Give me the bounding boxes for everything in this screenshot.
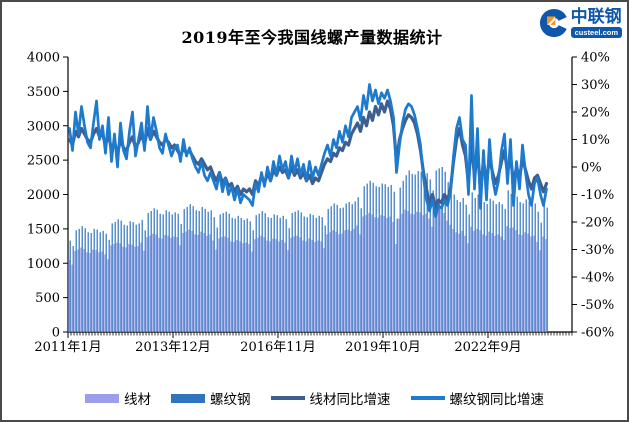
right-axis-tick-label: -60%	[581, 326, 614, 341]
x-axis-tick-label: 2022年9月	[454, 340, 521, 355]
left-axis-tick-label: 1000	[27, 257, 60, 272]
custeel-logo-icon	[539, 8, 569, 38]
chart-legend: 线材 螺纹钢 线材同比增速 螺纹钢同比增速	[2, 388, 627, 408]
legend-item-wire-yoy: 线材同比增速	[270, 388, 391, 408]
left-axis-tick-label: 4000	[27, 51, 60, 66]
left-axis-tick-label: 1500	[27, 222, 60, 237]
legend-label-rebar-yoy: 螺纹钢同比增速	[449, 392, 545, 408]
right-axis-tick-label: 0%	[581, 161, 602, 176]
legend-item-wire: 线材	[85, 388, 151, 408]
legend-label-rebar: 螺纹钢	[210, 392, 251, 408]
x-axis-tick-label: 2019年10月	[345, 340, 421, 355]
x-axis-tick-label: 2011年1月	[34, 340, 101, 355]
rebar-yoy-line-swatch	[410, 396, 445, 400]
right-axis-tick-label: -30%	[581, 243, 614, 258]
logo-domain-text: custeel.com	[570, 27, 622, 38]
right-axis-tick-label: -20%	[581, 216, 614, 231]
right-axis-tick-label: -40%	[581, 271, 614, 286]
x-axis-tick-label: 2013年12月	[135, 340, 211, 355]
chart-title: 2019年至今我国线螺产量数据统计	[181, 28, 443, 47]
right-axis-tick-label: 20%	[581, 106, 610, 121]
logo-brand-text: 中联钢	[570, 7, 622, 27]
right-axis-tick-label: 10%	[581, 133, 610, 148]
right-axis-tick-label: -10%	[581, 188, 614, 203]
right-axis-tick-label: 30%	[581, 78, 610, 93]
left-axis-tick-label: 0	[52, 326, 60, 341]
wire-bar-swatch	[85, 393, 119, 403]
line-rebar-yoy	[68, 83, 548, 218]
rebar-bar-swatch	[171, 393, 205, 403]
bars-wire-rod	[68, 209, 547, 332]
legend-item-rebar-yoy: 螺纹钢同比增速	[410, 388, 545, 408]
legend-item-rebar: 螺纹钢	[171, 388, 251, 408]
left-axis-tick-label: 3000	[27, 119, 60, 134]
x-axis-tick-label: 2016年11月	[240, 340, 316, 355]
left-axis-tick-label: 2500	[27, 154, 60, 169]
left-axis-tick-label: 3500	[27, 85, 60, 100]
wire-yoy-line-swatch	[270, 396, 305, 400]
left-axis-tick-label: 2000	[27, 188, 60, 203]
bars-rebar	[69, 167, 548, 332]
custeel-logo: 中联钢 custeel.com	[539, 8, 622, 38]
legend-label-wire: 线材	[124, 392, 151, 408]
right-axis-tick-label: 40%	[581, 51, 610, 66]
right-axis-tick-label: -50%	[581, 298, 614, 313]
left-axis-tick-label: 500	[35, 291, 60, 306]
legend-label-wire-yoy: 线材同比增速	[309, 392, 391, 408]
